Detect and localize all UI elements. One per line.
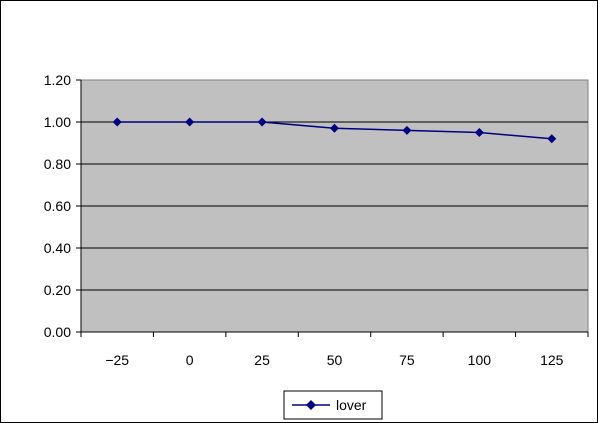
x-axis-tick-label: −25 — [105, 352, 129, 368]
series-layer — [112, 117, 557, 144]
x-axis-tick-label: 50 — [327, 352, 343, 368]
axes — [76, 79, 589, 337]
x-axis-tick-label: 25 — [254, 352, 270, 368]
data-point-marker — [474, 128, 484, 137]
y-axis-tick-label: 0.60 — [44, 198, 71, 214]
legend-marker-diamond-icon — [306, 400, 316, 410]
data-point-marker — [185, 117, 195, 127]
data-point-marker — [112, 117, 122, 127]
y-axis-tick-label: 0.40 — [44, 240, 71, 256]
data-point-marker — [330, 123, 339, 133]
legend: lover — [283, 390, 383, 420]
x-axis-tick-labels: −25 0 25 50 75 100 125 — [105, 352, 563, 368]
data-point-marker — [547, 134, 557, 144]
y-axis-tick-label: 1.20 — [44, 72, 71, 88]
x-axis-tick-label: 100 — [468, 352, 492, 368]
x-axis-tick-label: 125 — [540, 352, 564, 368]
y-axis-tick-labels: 0.00 0.20 0.40 0.60 0.80 1.00 1.20 — [44, 72, 71, 340]
x-axis-tick-label: 75 — [399, 352, 415, 368]
y-axis-tick-label: 0.20 — [44, 282, 71, 298]
legend-label: lover — [336, 397, 367, 413]
y-axis-tick-label: 1.00 — [44, 114, 71, 130]
x-axis-tick-label: 0 — [186, 352, 194, 368]
y-axis-tick-label: 0.80 — [44, 156, 71, 172]
data-point-marker — [257, 117, 267, 127]
y-axis-tick-label: 0.00 — [44, 324, 71, 340]
